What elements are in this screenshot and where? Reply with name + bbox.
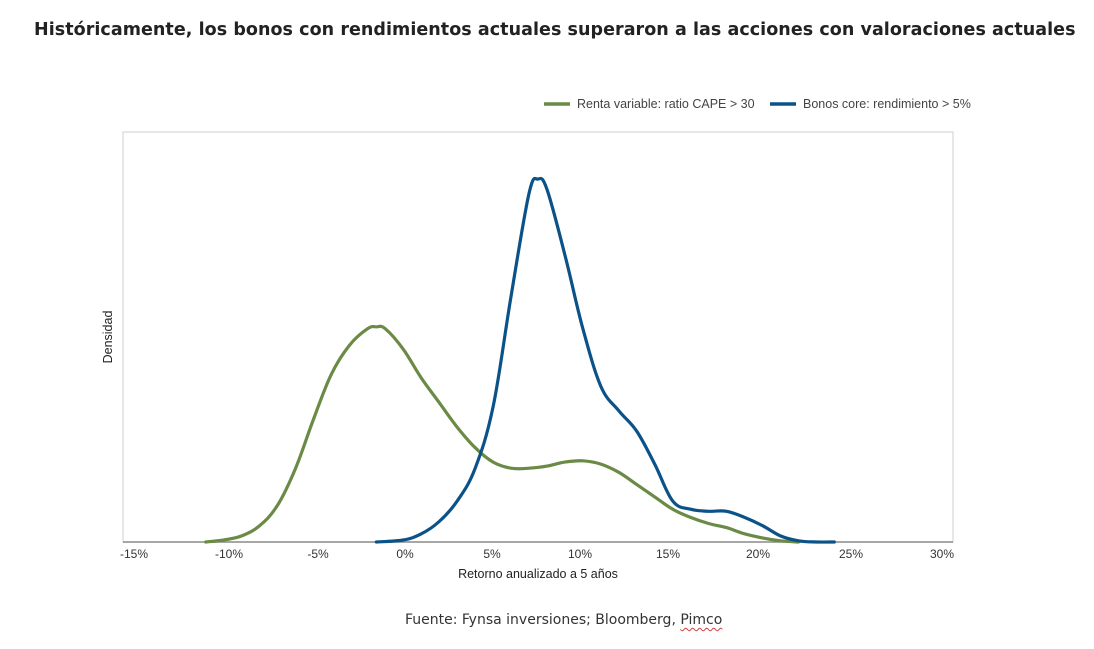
- density-chart: Renta variable: ratio CAPE > 30 Bonos co…: [101, 97, 971, 581]
- legend-label-bonds: Bonos core: rendimiento > 5%: [803, 97, 971, 111]
- source-text: Fuente: Fynsa inversiones; Bloomberg,: [405, 612, 681, 628]
- chart-title: Históricamente, los bonos con rendimient…: [34, 20, 1076, 40]
- series-line-equity: [204, 324, 800, 544]
- source-misspelled-word: Pimco: [680, 612, 723, 628]
- x-tick-label: 0%: [396, 547, 414, 561]
- y-axis-title: Densidad: [101, 311, 115, 364]
- x-tick-label: -5%: [307, 547, 329, 561]
- x-tick-label: 15%: [656, 547, 680, 561]
- x-tick-label: -15%: [120, 547, 148, 561]
- legend: Renta variable: ratio CAPE > 30 Bonos co…: [544, 97, 971, 111]
- x-tick-label: 20%: [746, 547, 770, 561]
- x-tick-labels: -15% -10% -5% 0% 5% 10% 15% 20% 25% 30%: [120, 547, 954, 561]
- x-tick-label: 5%: [483, 547, 501, 561]
- x-axis-title: Retorno anualizado a 5 años: [458, 567, 618, 581]
- plot-frame: [122, 131, 954, 543]
- x-tick-label: 10%: [568, 547, 592, 561]
- series-lines: [204, 176, 836, 544]
- legend-label-equity: Renta variable: ratio CAPE > 30: [577, 97, 755, 111]
- x-tick-label: 30%: [930, 547, 954, 561]
- x-tick-label: 25%: [839, 547, 863, 561]
- x-tick-label: -10%: [215, 547, 243, 561]
- series-line-bonds: [374, 176, 836, 544]
- source-note: Fuente: Fynsa inversiones; Bloomberg, Pi…: [405, 612, 722, 628]
